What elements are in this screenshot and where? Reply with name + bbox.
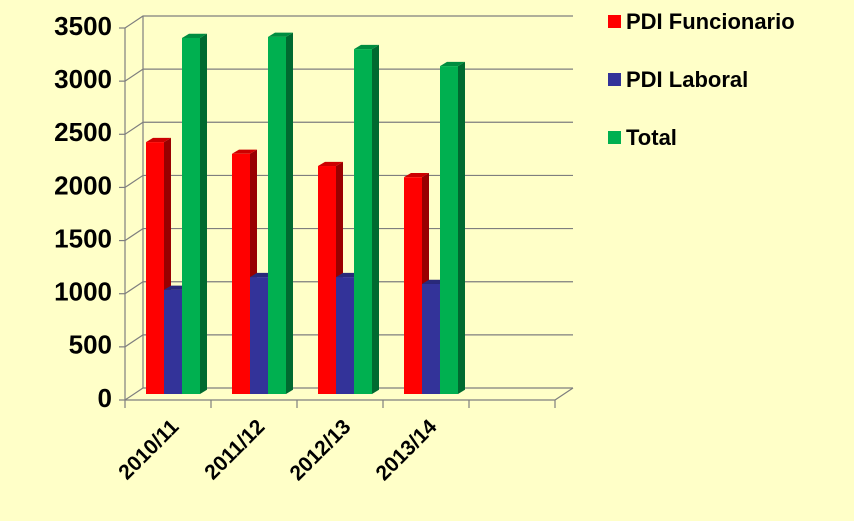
y-tick-label: 1000 [54, 277, 112, 307]
x-tick-label: 2012/13 [286, 415, 356, 485]
bar [182, 33, 207, 394]
bar-top [182, 33, 207, 38]
legend-swatch [608, 15, 621, 28]
bar [440, 61, 465, 395]
y-tick-label: 500 [69, 330, 112, 360]
bar-top [354, 44, 379, 50]
bar-front [164, 289, 182, 394]
bar-front [422, 283, 440, 394]
bar-front [232, 153, 250, 394]
legend-label: PDI Laboral [626, 67, 748, 92]
grid-line [124, 174, 573, 188]
bar-side [372, 44, 379, 394]
legend-label: PDI Funcionario [626, 9, 795, 34]
bar-side [458, 61, 465, 395]
bar-front [354, 49, 372, 395]
bar-top [318, 161, 343, 167]
bar-top [232, 149, 257, 154]
bar-top [268, 32, 293, 37]
bar-front [250, 277, 268, 394]
y-tick-label: 2000 [54, 170, 112, 200]
bar-front [318, 166, 336, 394]
legend-label: Total [626, 125, 677, 150]
grid-line [124, 227, 573, 242]
bar-front [404, 177, 422, 394]
bar-front [268, 36, 286, 394]
bar-front [146, 142, 164, 394]
x-tick-label: 2011/12 [200, 415, 269, 484]
y-tick-label: 0 [98, 383, 112, 413]
bar [354, 44, 379, 395]
grid-line [124, 15, 573, 29]
bar-front [336, 277, 354, 394]
bar-front [440, 66, 458, 394]
legend-swatch [608, 131, 621, 144]
grid-line [124, 121, 573, 135]
y-tick-label: 3500 [54, 11, 112, 41]
y-tick-label: 3000 [54, 64, 112, 94]
x-tick-label: 2013/14 [372, 415, 442, 485]
bar-side [200, 33, 207, 394]
bar-front [182, 37, 200, 394]
y-tick-label: 1500 [54, 223, 112, 253]
bar [268, 32, 293, 395]
grid-line [124, 68, 573, 82]
bar-top [404, 172, 429, 178]
bar-side [286, 32, 293, 395]
bar-top [440, 61, 465, 67]
x-tick-label: 2010/11 [114, 415, 183, 484]
bar-top [146, 137, 171, 143]
y-tick-label: 2500 [54, 117, 112, 147]
legend-swatch [608, 73, 621, 86]
